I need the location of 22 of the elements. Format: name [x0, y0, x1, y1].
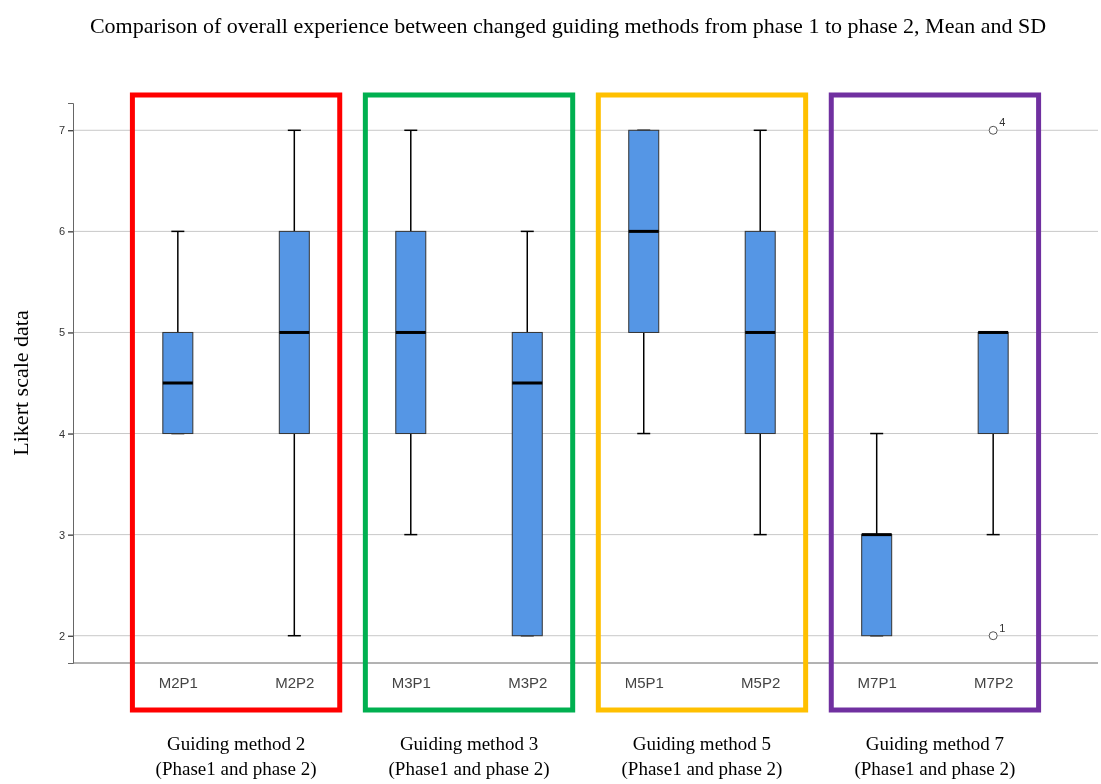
y-tick-label: 2	[58, 629, 65, 642]
x-tick-label: M7P2	[974, 673, 1014, 691]
y-tick-label: 6	[58, 225, 65, 238]
x-tick-label: M5P1	[624, 673, 664, 691]
text: Guiding method 7 (Phase1 and phase 2)	[854, 733, 1016, 780]
x-tick-label: M3P2	[508, 673, 548, 691]
annotation: 4	[999, 116, 1006, 129]
x-tick-label: M2P1	[158, 673, 198, 691]
x-tick-label: M3P1	[391, 673, 431, 691]
y-axis-title: Likert scale data	[8, 310, 33, 456]
annotation: 1	[999, 621, 1006, 634]
x-tick-label: M7P1	[857, 673, 897, 691]
x-tick-label: M5P2	[741, 673, 781, 691]
text: Guiding method 5 (Phase1 and phase 2)	[621, 733, 783, 780]
y-tick-label: 4	[58, 427, 65, 440]
text: Guiding method 2 (Phase1 and phase 2)	[155, 733, 317, 780]
y-tick-label: 7	[58, 124, 65, 137]
x-tick-label: M2P2	[275, 673, 315, 691]
y-tick-label: 5	[58, 326, 65, 339]
text: Guiding method 3 (Phase1 and phase 2)	[388, 733, 550, 780]
y-tick-label: 3	[58, 528, 65, 541]
chart-title: Comparison of overall experience between changed guiding methods from phase 1 to phase 2, Mean and SD	[89, 13, 1047, 38]
